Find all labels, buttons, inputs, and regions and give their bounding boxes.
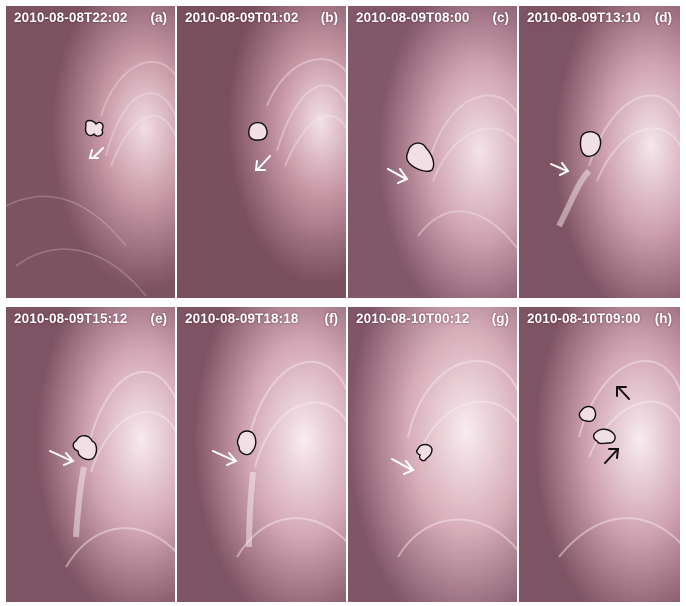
solar-image-c bbox=[348, 6, 517, 298]
overlay-b bbox=[248, 121, 271, 171]
panel-f: 2010-08-09T18:18 (f) bbox=[177, 307, 346, 602]
panel-a: 2010-08-08T22:02 (a) bbox=[6, 6, 175, 298]
region-contour-f bbox=[236, 430, 257, 456]
region-contour-h1 bbox=[578, 405, 597, 423]
timestamp-c: 2010-08-09T08:00 bbox=[356, 10, 470, 25]
solar-image-g bbox=[348, 307, 517, 602]
timestamp-a: 2010-08-08T22:02 bbox=[14, 10, 128, 25]
arrow-icon-e bbox=[49, 450, 75, 466]
region-contour-a bbox=[84, 119, 104, 137]
arrow-icon-g bbox=[391, 458, 415, 475]
solar-image-d bbox=[519, 6, 680, 298]
panel-h: 2010-08-10T09:00 (h) bbox=[519, 307, 680, 602]
arrow-icon-c bbox=[387, 168, 409, 184]
arrow-icon-f bbox=[212, 450, 238, 466]
region-contour-c bbox=[405, 142, 435, 173]
solar-image-e bbox=[6, 307, 175, 602]
timestamp-e: 2010-08-09T15:12 bbox=[14, 311, 128, 326]
arrow-icon-a bbox=[88, 147, 104, 159]
overlay-c bbox=[387, 142, 435, 184]
panel-label-a: (a) bbox=[150, 10, 168, 25]
overlay-d bbox=[550, 131, 602, 176]
solar-image-f bbox=[177, 307, 346, 602]
panel-label-b: (b) bbox=[320, 10, 338, 25]
panel-label-c: (c) bbox=[492, 10, 510, 25]
panel-c: 2010-08-09T08:00 (c) bbox=[348, 6, 517, 298]
arrow-icon-h-bottom bbox=[604, 448, 620, 464]
panel-label-e: (e) bbox=[150, 311, 168, 326]
region-contour-b bbox=[248, 121, 268, 141]
arrow-icon-d bbox=[550, 162, 570, 176]
timestamp-f: 2010-08-09T18:18 bbox=[185, 311, 299, 326]
arrow-icon-h-top bbox=[616, 386, 630, 400]
solar-image-h bbox=[519, 307, 680, 602]
region-contour-e bbox=[72, 435, 98, 461]
solar-image-b bbox=[177, 6, 346, 298]
panel-d: 2010-08-09T13:10 (d) bbox=[519, 6, 680, 298]
panel-label-g: (g) bbox=[491, 311, 509, 326]
panel-e: 2010-08-09T15:12 (e) bbox=[6, 307, 175, 602]
overlay-a bbox=[84, 119, 104, 159]
timestamp-d: 2010-08-09T13:10 bbox=[527, 10, 641, 25]
overlay-f bbox=[212, 430, 257, 466]
panel-label-h: (h) bbox=[654, 311, 672, 326]
arrow-icon-b bbox=[254, 155, 271, 171]
panel-b: 2010-08-09T01:02 (b) bbox=[177, 6, 346, 298]
timestamp-g: 2010-08-10T00:12 bbox=[356, 311, 470, 326]
region-contour-d bbox=[579, 131, 602, 157]
timestamp-b: 2010-08-09T01:02 bbox=[185, 10, 299, 25]
region-contour-g bbox=[416, 443, 433, 462]
overlay-h bbox=[578, 386, 630, 464]
panel-g: 2010-08-10T00:12 (g) bbox=[348, 307, 517, 602]
panel-label-d: (d) bbox=[654, 10, 672, 25]
region-contour-h2 bbox=[592, 428, 616, 445]
panel-label-f: (f) bbox=[324, 311, 339, 326]
overlay-g bbox=[391, 443, 433, 475]
overlay-e bbox=[49, 435, 98, 466]
timestamp-h: 2010-08-10T09:00 bbox=[527, 311, 641, 326]
